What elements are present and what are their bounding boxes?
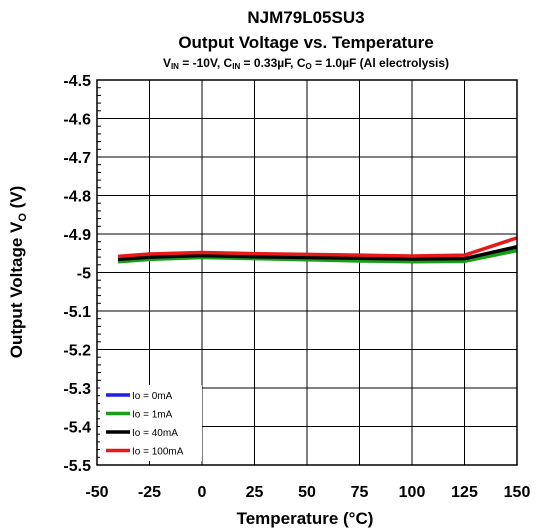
x-tick-label: -50 [85,484,108,501]
y-tick-label: -4.9 [63,227,91,244]
x-tick-labels: -50 -25 0 25 50 75 100 125 150 [85,484,530,501]
y-tick-label: -5.1 [63,304,91,321]
y-axis-label-sub: O [17,213,29,222]
y-tick-label: -5.3 [63,381,91,398]
x-tick-label: 25 [246,484,264,501]
y-tick-label: -5 [77,266,91,283]
y-tick-label: -5.2 [63,343,91,360]
vin-value: = -10V, [178,56,224,70]
vin-sub: IN [170,62,179,71]
legend-background [100,385,202,461]
x-tick-label: -25 [138,484,161,501]
x-tick-label: 0 [198,484,207,501]
y-axis-label-unit: (V) [7,186,26,213]
series-line-2 [117,248,518,264]
chart-conditions: VIN = -10V, CIN = 0.33µF, CO = 1.0µF (Al… [38,56,536,71]
y-axis-label: Output Voltage VO (V) [7,186,29,359]
x-tick-label: 125 [451,484,478,501]
vin-label: V [162,56,171,70]
y-tick-label: -5.4 [63,420,91,437]
series-line-4 [117,236,518,259]
co-label: C [296,56,306,70]
series-line-3 [117,244,518,262]
series-layer [117,236,518,264]
x-tick-label: 50 [298,484,316,501]
cin-label: C [223,56,233,70]
x-tick-label: 100 [399,484,426,501]
y-axis-label-main: Output Voltage V [7,221,26,358]
y-tick-label: -5.5 [63,458,91,475]
legend-label: Io = 40mA [132,428,178,439]
cin-value: = 0.33µF, [240,56,297,70]
co-sub: O [305,62,312,71]
y-tick-label: -4.5 [63,73,91,90]
x-tick-label: 75 [351,484,369,501]
x-axis-label: Temperature (°C) [237,509,374,528]
co-value: = 1.0µF (Al electrolysis) [311,56,450,70]
chart-subtitle: Output Voltage vs. Temperature [178,33,434,52]
y-tick-label: -4.6 [63,112,91,129]
y-tick-labels: -4.5 -4.6 -4.7 -4.8 -4.9 -5 -5.1 -5.2 -5.3 -5.4 -5… [63,73,91,475]
chart-title: NJM79L05SU3 [247,8,365,27]
x-tick-label: 150 [504,484,531,501]
y-tick-label: -4.8 [63,189,91,206]
legend-label: Io = 1mA [132,410,173,421]
legend-label: Io = 0mA [132,391,173,402]
legend: Io = 0mA Io = 1mA Io = 40mA Io = 100mA [100,385,202,461]
cin-sub: IN [232,62,241,71]
y-tick-label: -4.7 [63,150,91,167]
plot-frame [96,79,518,466]
legend-label: Io = 100mA [132,447,184,458]
